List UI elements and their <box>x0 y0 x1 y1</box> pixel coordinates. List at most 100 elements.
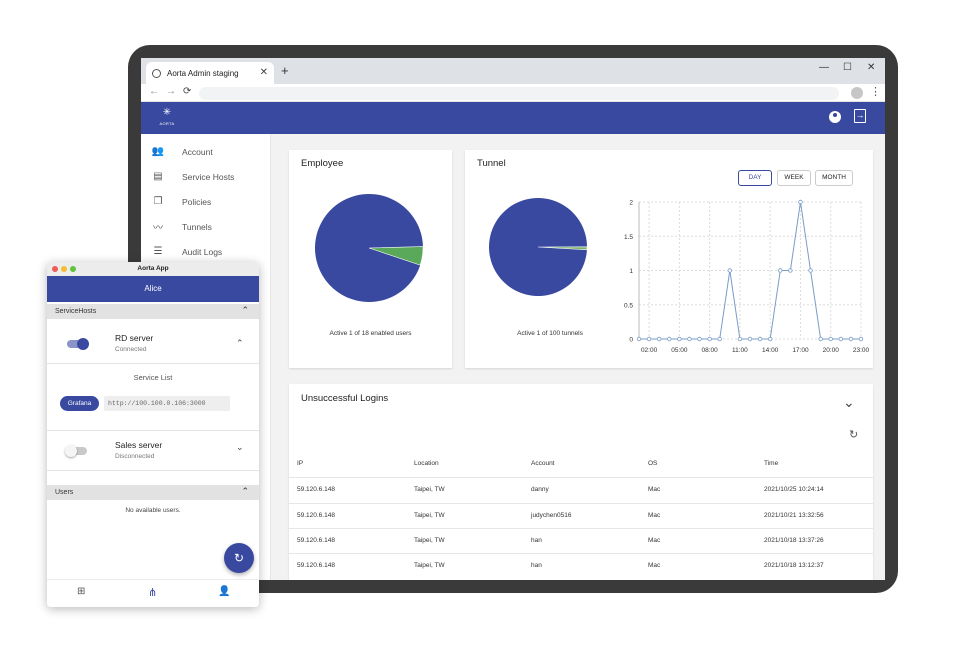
reload-icon[interactable]: ⟳ <box>183 86 192 97</box>
cell-ip: 59.120.6.148 <box>297 486 335 493</box>
data-point <box>808 268 813 273</box>
aorta-app-window: Aorta App Alice ServiceHosts ⌃ RD server… <box>47 262 259 607</box>
range-month-button[interactable]: MONTH <box>815 170 853 186</box>
cell-ip: 59.120.6.148 <box>297 537 335 544</box>
pie-slice-active <box>368 246 424 266</box>
grafana-service-button[interactable]: Grafana <box>60 396 99 411</box>
refresh-button[interactable]: ↻ <box>224 543 254 573</box>
sidebar-item-label: Service Hosts <box>182 171 235 182</box>
cell-os: Mac <box>648 486 661 493</box>
data-point <box>677 336 682 342</box>
table-row: 59.120.6.148 Taipei, TW judychen0516 Mac… <box>289 503 873 528</box>
employee-card-title: Employee <box>301 158 344 169</box>
sales-server-toggle[interactable] <box>65 445 87 457</box>
cell-os: Mac <box>648 512 661 519</box>
profile-icon[interactable] <box>851 87 863 99</box>
people-icon: 👥 <box>151 146 165 157</box>
col-header-ip: IP <box>297 460 304 467</box>
list-icon: ☰ <box>153 246 163 257</box>
sidebar-item-policies[interactable]: ❐ Policies <box>141 189 271 214</box>
account-circle-icon[interactable] <box>829 111 841 123</box>
sidebar-item-label: Policies <box>182 196 212 207</box>
url-input[interactable] <box>199 87 839 100</box>
cell-location: Taipei, TW <box>414 537 445 544</box>
data-point <box>636 336 642 342</box>
table-row: 59.120.6.148 Taipei, TW han Mac 2021/10/… <box>289 553 873 578</box>
browser-tab[interactable]: Aorta Admin staging ✕ <box>146 62 274 84</box>
logins-card <box>289 384 873 580</box>
cell-ip: 59.120.6.148 <box>297 512 335 519</box>
server-status: Disconnected <box>115 453 155 460</box>
data-point <box>707 336 712 342</box>
new-tab-button[interactable]: + <box>281 63 289 78</box>
employee-pie-chart <box>315 194 424 302</box>
cell-account: han <box>531 537 542 544</box>
hierarchy-icon[interactable]: ⊞ <box>77 586 86 597</box>
back-icon[interactable]: ← <box>149 86 159 97</box>
browser-menu-icon[interactable]: ⋮ <box>870 86 881 98</box>
aorta-logo[interactable]: ✳ AORTA <box>157 108 177 128</box>
x-tick-label: 20:00 <box>823 347 840 354</box>
chevron-up-icon[interactable]: ⌃ <box>241 486 249 496</box>
sidebar-item-label: Tunnels <box>182 221 212 232</box>
data-point <box>767 336 773 342</box>
network-icon[interactable]: ⋔ <box>148 587 158 599</box>
data-point <box>828 336 833 342</box>
sidebar-item-account[interactable]: 👥 Account <box>141 139 271 164</box>
cell-time: 2021/10/18 13:37:26 <box>764 537 824 544</box>
chevron-down-icon[interactable]: ⌄ <box>236 442 244 452</box>
app-header: ✳ AORTA → <box>141 102 885 134</box>
user-header: Alice <box>47 276 259 302</box>
tab-close-icon[interactable]: ✕ <box>259 67 268 78</box>
forward-icon[interactable]: → <box>166 86 176 97</box>
section-label: Users <box>55 489 74 496</box>
sidebar-item-service-hosts[interactable]: ▤ Service Hosts <box>141 164 271 189</box>
zoom-dot-icon[interactable] <box>70 266 76 272</box>
window-titlebar: Aorta App <box>47 262 259 276</box>
x-tick-label: 02:00 <box>641 347 658 354</box>
no-users-message: No available users. <box>125 507 181 514</box>
y-tick-label: 1.5 <box>624 234 633 241</box>
minimize-dot-icon[interactable] <box>61 266 67 272</box>
collapse-chevron-icon[interactable]: ⌄ <box>843 394 855 410</box>
range-day-button[interactable]: DAY <box>738 170 772 186</box>
data-point <box>747 336 753 342</box>
divider <box>47 430 259 431</box>
server-icon: ▤ <box>153 171 163 182</box>
cell-time: 2021/10/25 10:24:14 <box>764 486 824 493</box>
toggle-knob <box>65 445 77 457</box>
server-name: RD server <box>115 333 154 343</box>
bottom-navigation: ⊞ ⋔ 👤 <box>47 579 259 607</box>
chevron-up-icon[interactable]: ⌃ <box>241 305 249 315</box>
x-tick-label: 23:00 <box>853 347 870 354</box>
toggle-knob <box>77 338 89 350</box>
table-row: 59.120.6.148 Taipei, TW danny Mac 2021/1… <box>289 477 873 502</box>
service-url[interactable]: http://100.100.0.106:3000 <box>104 396 230 411</box>
y-tick-label: 0 <box>629 337 633 344</box>
cell-location: Taipei, TW <box>414 562 445 569</box>
close-dot-icon[interactable] <box>52 266 58 272</box>
tunnel-pie-chart <box>489 198 588 296</box>
chevron-up-icon[interactable]: ⌃ <box>236 338 244 348</box>
data-point <box>757 336 763 342</box>
data-point <box>818 336 823 342</box>
close-window-button[interactable]: ✕ <box>867 62 876 73</box>
sidebar-item-tunnels[interactable]: 〰 Tunnels <box>141 214 271 239</box>
trend-icon: 〰 <box>153 223 163 234</box>
maximize-button[interactable]: ☐ <box>843 62 852 73</box>
range-week-button[interactable]: WEEK <box>777 170 811 186</box>
users-section[interactable]: Users ⌃ <box>47 485 259 500</box>
person-icon[interactable]: 👤 <box>218 586 231 597</box>
sidebar-item-audit-logs[interactable]: ☰ Audit Logs <box>141 239 271 264</box>
service-hosts-section[interactable]: ServiceHosts ⌃ <box>47 304 259 319</box>
data-point <box>727 268 733 273</box>
refresh-logins-icon[interactable]: ↻ <box>849 429 859 441</box>
rd-server-toggle[interactable] <box>67 338 89 350</box>
window-title: Aorta App <box>137 265 169 272</box>
x-tick-label: 05:00 <box>671 347 688 354</box>
data-point <box>646 336 652 342</box>
minimize-button[interactable]: — <box>819 62 829 73</box>
address-bar: ← → ⟳ ⋮ <box>141 84 885 102</box>
data-point <box>848 336 854 342</box>
logout-icon[interactable]: → <box>854 109 866 123</box>
